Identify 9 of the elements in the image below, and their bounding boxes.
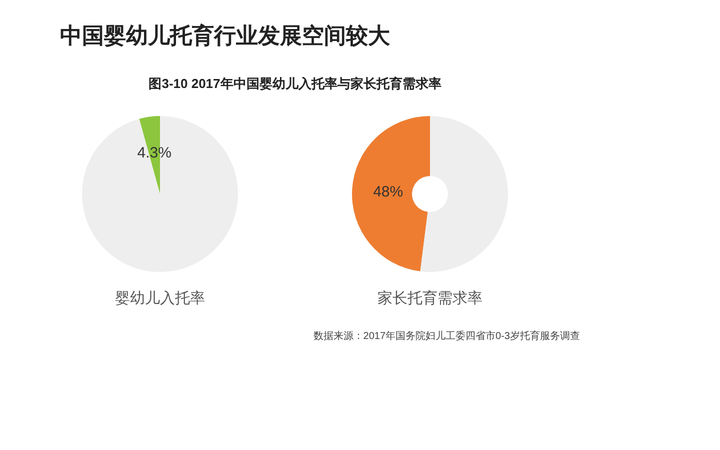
pie-slice [82, 116, 238, 272]
donut-slice [420, 116, 508, 272]
source-note: 数据来源：2017年国务院妇儿工委四省市0-3岁托育服务调查 [313, 330, 580, 342]
text: 图3-10 2017年中国婴幼儿入托率与家长托育需求率 [148, 76, 442, 91]
donut-slice [352, 116, 430, 272]
data-label: 48% [373, 183, 404, 200]
text: 婴幼儿入托率 [115, 290, 205, 307]
chart-title: 中国婴幼儿托育行业发展空间较大 [60, 23, 391, 48]
text: 家长托育需求率 [378, 290, 482, 307]
